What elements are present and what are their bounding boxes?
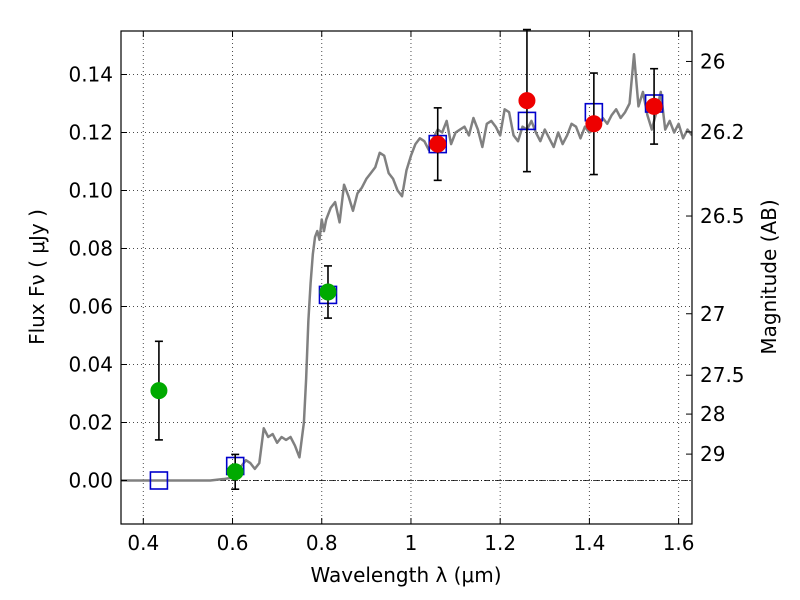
- y-axis-label: Flux Fν ( μJy ): [25, 209, 49, 345]
- x-axis-label: Wavelength λ (μm): [310, 563, 501, 587]
- grid: [121, 31, 692, 524]
- y2-tick-label: 26.5: [700, 204, 745, 228]
- observed-flux-point: [150, 382, 168, 400]
- plot-area: [121, 52, 692, 482]
- observed-flux-point: [226, 463, 244, 481]
- y-tick-label: 0.00: [68, 469, 113, 493]
- y2-tick-label: 28: [700, 402, 725, 426]
- observed-flux-point: [585, 115, 603, 133]
- y2-axis-label: Magnitude (AB): [757, 199, 781, 354]
- plot-frame: [120, 30, 693, 525]
- x-tick-label: 0.8: [306, 531, 338, 555]
- observed-flux-point: [319, 283, 337, 301]
- model-flux-square: [149, 471, 169, 490]
- observed-flux-point: [518, 92, 536, 110]
- y2-tick-label: 27: [700, 302, 725, 326]
- x-tick-label: 1.2: [484, 531, 516, 555]
- x-tick-label: 1.6: [663, 531, 695, 555]
- x-tick-label: 1.4: [573, 531, 605, 555]
- y-tick-label: 0.14: [68, 63, 113, 87]
- observed-flux-point: [645, 97, 663, 115]
- ticks: 0.4 0.6 0.8 1 1.2 1.4 1.6 0.00 0.02 0.04 0.06 0.08 0…: [68, 31, 745, 555]
- y-tick-label: 0.10: [68, 179, 113, 203]
- y2-tick-label: 29: [700, 442, 725, 466]
- y2-tick-label: 26: [700, 49, 725, 73]
- y-tick-label: 0.02: [68, 411, 113, 435]
- y-tick-label: 0.06: [68, 295, 113, 319]
- y2-tick-label: 26.2: [700, 120, 745, 144]
- y-tick-label: 0.12: [68, 121, 113, 145]
- y-tick-label: 0.04: [68, 353, 113, 377]
- template-spectrum-line: [121, 52, 692, 482]
- observed-flux-point: [429, 135, 447, 153]
- y-tick-label: 0.08: [68, 237, 113, 261]
- x-tick-label: 0.6: [217, 531, 249, 555]
- x-tick-label: 1: [405, 531, 418, 555]
- x-tick-label: 0.4: [127, 531, 159, 555]
- y2-tick-label: 27.5: [700, 363, 745, 387]
- markers: [149, 28, 664, 491]
